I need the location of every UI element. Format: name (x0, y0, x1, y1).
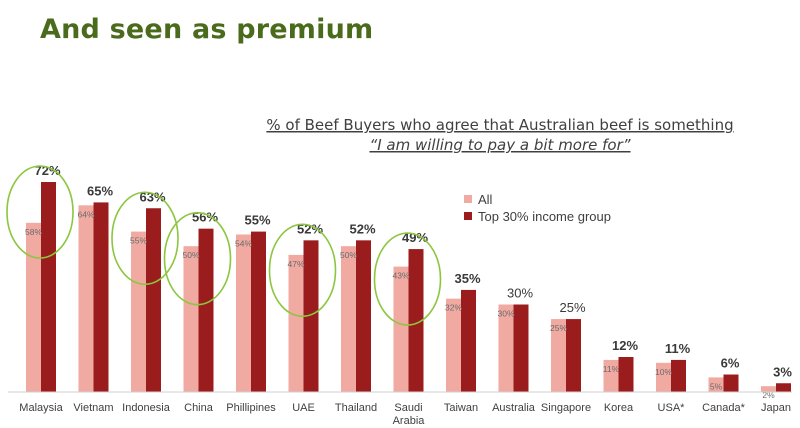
bar-all-japan (761, 386, 776, 392)
bar-all-usa (656, 362, 671, 392)
category-label-vietnam: Vietnam (73, 402, 113, 414)
data-label-top30-singapore: 25% (559, 300, 585, 315)
data-label-all-singapore: 25% (550, 323, 567, 333)
bar-top30-uae (303, 240, 319, 392)
bar-top30-canada (723, 374, 739, 392)
category-label-china: China (184, 402, 214, 414)
bar-all-uae (288, 254, 304, 392)
bar-top30-japan (776, 383, 791, 392)
bar-all-korea (603, 359, 619, 392)
category-label-canada: Canada* (702, 402, 746, 414)
bars-layer: 58%72%64%65%55%63%50%56%54%55%47%52%50%5… (25, 163, 792, 400)
legend-label-all: All (478, 192, 493, 207)
data-label-all-saudi-arabia: 43% (392, 271, 409, 281)
bar-top30-malaysia (41, 182, 56, 392)
highlight-circles (6, 165, 442, 326)
bar-all-australia (498, 304, 514, 392)
category-label-singapore: Singapore (541, 402, 591, 414)
data-label-all-korea: 11% (603, 364, 620, 374)
data-label-all-usa: 10% (655, 367, 672, 377)
highlight-circle-malaysia (6, 165, 74, 259)
data-label-all-china: 50% (182, 250, 199, 260)
data-label-top30-taiwan: 35% (454, 271, 480, 286)
data-label-all-phillipines: 54% (235, 239, 252, 249)
highlight-circle-indonesia (111, 191, 179, 286)
bar-all-canada (708, 377, 724, 392)
chart-title-line1: % of Beef Buyers who agree that Australi… (266, 116, 733, 134)
bar-all-singapore (551, 319, 566, 392)
slide-title: And seen as premium (40, 14, 374, 45)
data-label-all-japan: 2% (762, 390, 775, 400)
category-label-korea: Korea (604, 402, 634, 414)
category-label-japan: Japan (761, 402, 791, 414)
bar-top30-saudi-arabia (408, 249, 424, 392)
category-label-malaysia: Malaysia (19, 402, 63, 414)
data-label-all-indonesia: 55% (130, 236, 147, 246)
bar-all-thailand (341, 246, 356, 392)
bar-all-vietnam (78, 205, 94, 392)
data-label-all-vietnam: 64% (77, 209, 94, 219)
category-label-thailand: Thailand (335, 402, 377, 414)
legend-label-top30: Top 30% income group (478, 209, 611, 224)
chart-title-line2: “I am willing to pay a bit more for” (369, 136, 630, 154)
category-label-uae: UAE (292, 402, 315, 414)
bar-all-indonesia (131, 231, 146, 392)
bar-all-malaysia (26, 222, 41, 392)
legend: All Top 30% income group (464, 192, 611, 224)
category-label-australia: Australia (492, 402, 536, 414)
data-label-top30-japan: 3% (773, 364, 792, 379)
data-label-all-malaysia: 58% (25, 227, 42, 237)
data-label-all-canada: 5% (710, 381, 723, 391)
data-label-top30-australia: 30% (507, 286, 533, 301)
data-label-top30-canada: 6% (721, 356, 740, 371)
bar-top30-korea (618, 357, 634, 392)
data-label-all-taiwan: 32% (445, 303, 462, 313)
highlight-circle-uae (268, 223, 337, 318)
bar-top30-phillipines (251, 231, 266, 392)
legend-swatch-top30 (464, 212, 472, 220)
data-label-all-uae: 47% (287, 259, 304, 269)
legend-swatch-all (464, 195, 472, 203)
bar-all-china (183, 246, 199, 392)
data-label-top30-usa: 11% (665, 341, 691, 356)
bar-top30-taiwan (461, 289, 476, 392)
bar-top30-usa (671, 359, 686, 392)
data-label-top30-phillipines: 55% (244, 213, 270, 228)
category-label-taiwan: Taiwan (444, 402, 478, 414)
category-label-phillipines: Phillipines (226, 402, 276, 414)
category-label-saudi-arabia: Saudi Arabia (393, 402, 426, 427)
bar-all-phillipines (236, 234, 251, 392)
highlight-circle-china (163, 211, 232, 306)
bar-all-saudi-arabia (393, 266, 409, 392)
category-labels: Malaysia Vietnam Indonesia China Phillipines… (19, 402, 791, 427)
bar-top30-thailand (356, 240, 371, 392)
bar-top30-singapore (566, 319, 581, 392)
bar-all-taiwan (446, 298, 461, 392)
data-label-all-thailand: 50% (340, 250, 357, 260)
data-label-top30-vietnam: 65% (87, 183, 113, 198)
data-label-all-australia: 30% (497, 309, 514, 319)
category-label-indonesia: Indonesia (122, 402, 171, 414)
category-label-usa: USA* (658, 402, 686, 414)
chart-title: % of Beef Buyers who agree that Australi… (266, 116, 733, 154)
bar-top30-vietnam (93, 202, 109, 392)
data-label-top30-korea: 12% (612, 338, 638, 353)
bar-top30-china (198, 228, 214, 392)
highlight-circle-saudi-arabia (373, 232, 442, 326)
bar-top30-australia (513, 304, 529, 392)
data-label-top30-thailand: 52% (349, 221, 375, 236)
bar-top30-indonesia (146, 208, 161, 392)
